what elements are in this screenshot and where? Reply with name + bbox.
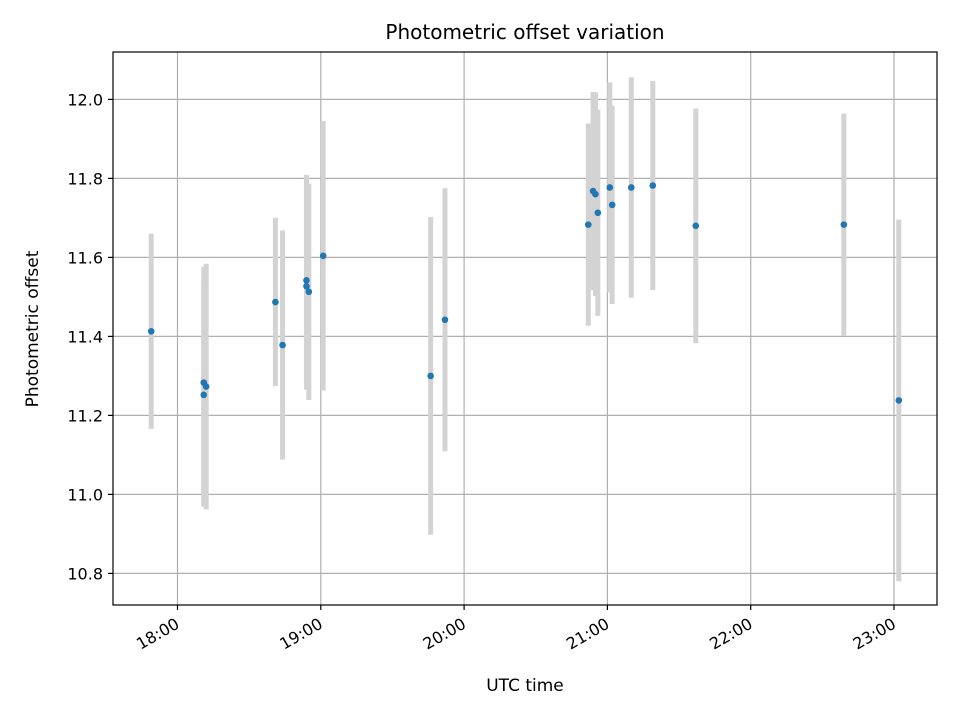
data-point <box>319 252 327 260</box>
x-tick-label: 20:00 <box>420 614 469 654</box>
data-point <box>147 327 155 335</box>
data-point <box>305 288 313 296</box>
y-tick-label: 10.8 <box>67 564 103 583</box>
y-tick-label: 12.0 <box>67 90 103 109</box>
y-tick-label: 11.8 <box>67 169 103 188</box>
x-tick-label: 18:00 <box>133 614 182 654</box>
y-tick-label: 11.2 <box>67 406 103 425</box>
data-point <box>594 209 602 217</box>
plot-area-frame <box>112 51 938 606</box>
chart-title: Photometric offset variation <box>385 20 664 44</box>
y-tick-label: 11.0 <box>67 485 103 504</box>
data-point <box>441 316 449 324</box>
y-axis-label: Photometric offset <box>23 250 43 407</box>
y-tick-label: 11.6 <box>67 248 103 267</box>
data-point <box>303 277 310 284</box>
x-tick-label: 22:00 <box>706 614 755 654</box>
x-tick-label: 21:00 <box>563 614 612 654</box>
data-point <box>649 182 657 189</box>
data-point <box>200 391 208 399</box>
data-point <box>592 190 599 198</box>
error-bars <box>148 77 902 582</box>
data-points <box>147 182 903 404</box>
data-point <box>272 298 279 306</box>
x-axis-label: UTC time <box>486 676 564 696</box>
data-point <box>427 372 434 380</box>
data-point <box>608 201 616 209</box>
data-point <box>303 282 310 290</box>
data-point <box>692 222 700 230</box>
x-tick-label: 19:00 <box>276 614 325 654</box>
data-point <box>606 184 614 191</box>
data-point <box>840 221 848 228</box>
data-point <box>584 221 592 228</box>
data-point <box>895 397 903 404</box>
data-point <box>627 184 635 191</box>
data-point <box>279 341 286 349</box>
data-point <box>202 383 210 390</box>
y-tick-label: 11.4 <box>67 327 103 346</box>
grid-lines <box>113 52 937 605</box>
axis-ticks: 18:00 19:00 20:00 21:00 22:00 23:00 10.8 11.0 11… <box>67 90 899 653</box>
x-tick-label: 23:00 <box>850 614 899 654</box>
